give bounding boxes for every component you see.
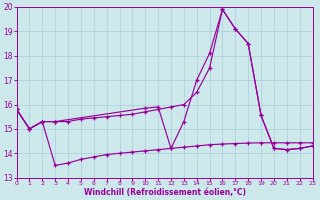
X-axis label: Windchill (Refroidissement éolien,°C): Windchill (Refroidissement éolien,°C) — [84, 188, 245, 197]
